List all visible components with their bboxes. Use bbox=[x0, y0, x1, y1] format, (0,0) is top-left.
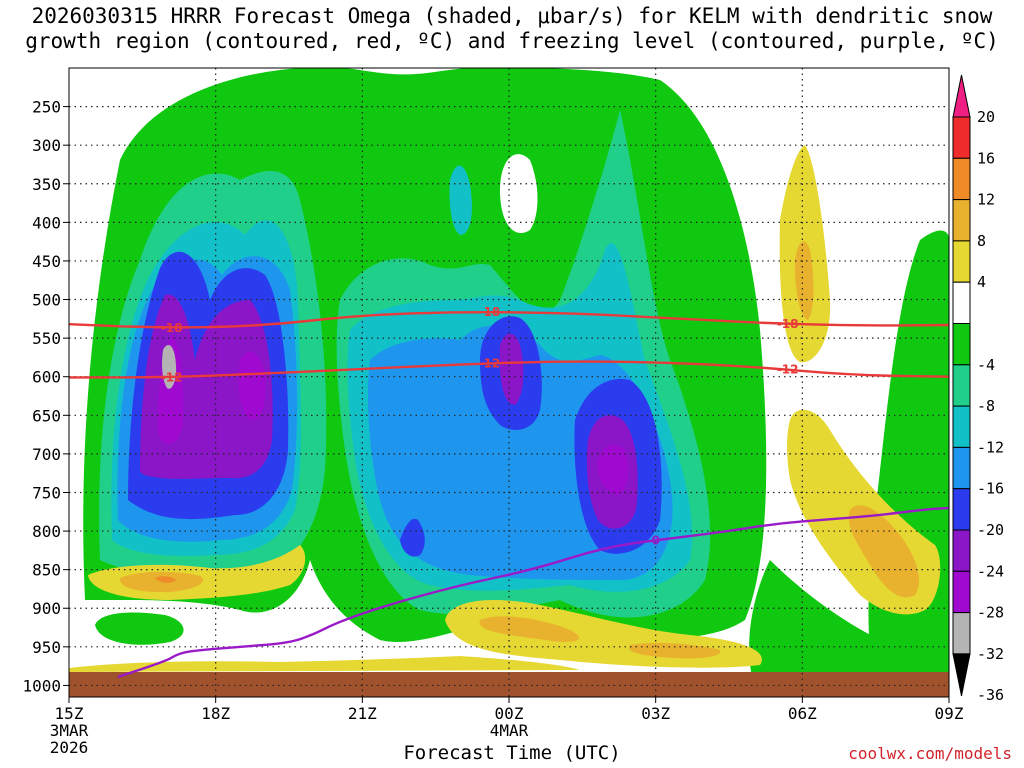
x-tick-sublabel: 2026 bbox=[50, 738, 89, 757]
colorbar-segment bbox=[952, 364, 971, 407]
contour-label: -12 bbox=[777, 363, 799, 377]
omega-fill-cyan-top bbox=[449, 165, 472, 235]
contour-label: -18 bbox=[777, 317, 799, 331]
y-tick-label: 350 bbox=[32, 175, 61, 194]
omega-fill-violet-2 bbox=[238, 351, 266, 420]
colorbar-label: -8 bbox=[977, 397, 995, 415]
y-tick-label: 300 bbox=[32, 136, 61, 155]
omega-fill-green-low-left bbox=[95, 612, 184, 645]
y-tick-label: 450 bbox=[32, 252, 61, 271]
colorbar-label: -28 bbox=[977, 604, 1004, 622]
colorbar-segment bbox=[952, 157, 971, 201]
title-line-1: 2026030315 HRRR Forecast Omega (shaded, … bbox=[31, 4, 993, 28]
colorbar-under-arrow bbox=[952, 653, 971, 696]
colorbar-label: 20 bbox=[977, 108, 995, 126]
x-tick-sublabel: 3MAR bbox=[50, 721, 89, 740]
x-tick-label: 00Z bbox=[495, 704, 524, 723]
y-tick-label: 500 bbox=[32, 291, 61, 310]
colorbar-label: 8 bbox=[977, 232, 986, 250]
grid-lines bbox=[69, 68, 949, 697]
y-tick-label: 800 bbox=[32, 522, 61, 541]
plot-area: -18 -18 -18 -12 -12 -12 0 bbox=[68, 67, 950, 698]
x-tick-label: 15Z bbox=[55, 704, 84, 723]
omega-fill-red-1 bbox=[155, 576, 176, 583]
omega-fill-orange-3 bbox=[848, 505, 920, 598]
y-tick-label: 600 bbox=[32, 368, 61, 387]
colorbar-label: -20 bbox=[977, 521, 1004, 539]
y-axis: 250 300 350 400 450 500 550 600 650 700 750 800 850 9… bbox=[22, 98, 69, 695]
colorbar-label: -36 bbox=[977, 686, 1004, 704]
colorbar-label: 4 bbox=[977, 273, 986, 291]
y-tick-label: 400 bbox=[32, 213, 61, 232]
contour-label: -18 bbox=[161, 321, 183, 335]
contour-label: -18 bbox=[479, 305, 501, 319]
omega-fill-purple-mid bbox=[499, 333, 524, 405]
x-axis-label: Forecast Time (UTC) bbox=[403, 742, 621, 764]
omega-fill-violet-3 bbox=[597, 444, 629, 495]
colorbar-segment bbox=[952, 323, 971, 366]
contour-label: -12 bbox=[161, 370, 183, 384]
colorbar-label: 12 bbox=[977, 191, 995, 209]
colorbar-label: -24 bbox=[977, 562, 1004, 580]
y-tick-label: 700 bbox=[32, 445, 61, 464]
y-tick-label: 900 bbox=[32, 599, 61, 618]
y-tick-label: 1000 bbox=[22, 676, 61, 695]
y-tick-label: 750 bbox=[32, 483, 61, 502]
contour-0 bbox=[117, 506, 950, 679]
omega-fill-orange-2 bbox=[794, 241, 814, 320]
colorbar-segment bbox=[952, 199, 971, 242]
colorbar-label: -32 bbox=[977, 645, 1004, 663]
colorbar-segment bbox=[952, 116, 971, 159]
omega-fill-green-lower bbox=[749, 560, 949, 697]
colorbar-segment bbox=[952, 488, 971, 531]
omega-fill-orange-5 bbox=[629, 642, 721, 659]
colorbar-label: -4 bbox=[977, 356, 995, 374]
contour--18 bbox=[68, 310, 950, 329]
colorbar-segment bbox=[952, 281, 971, 325]
omega-fill-orange-4 bbox=[479, 616, 580, 642]
y-tick-label: 250 bbox=[32, 98, 61, 117]
site-credit: coolwx.com/models bbox=[848, 744, 1012, 763]
x-tick-label: 21Z bbox=[348, 704, 377, 723]
y-tick-label: 850 bbox=[32, 561, 61, 580]
y-tick-label: 650 bbox=[32, 406, 61, 425]
colorbar-over-arrow bbox=[952, 74, 971, 118]
colorbar-segment bbox=[952, 446, 971, 490]
omega-fill-darkblue-small bbox=[400, 518, 425, 557]
x-tick-label: 18Z bbox=[201, 704, 230, 723]
x-tick-label: 06Z bbox=[788, 704, 817, 723]
colorbar: 20 16 12 8 4 -4 -8 -12 -16 -20 -24 -28 -32 -36 bbox=[952, 74, 1004, 704]
x-tick-label: 09Z bbox=[935, 704, 964, 723]
contour--12 bbox=[69, 360, 950, 379]
x-tick-label: 03Z bbox=[641, 704, 670, 723]
y-tick-label: 550 bbox=[32, 329, 61, 348]
omega-fill-yellow-5 bbox=[69, 656, 580, 672]
contour-label: 0 bbox=[651, 533, 659, 547]
omega-shading bbox=[69, 68, 949, 697]
colorbar-label: -16 bbox=[977, 480, 1004, 498]
contour-lines: -18 -18 -18 -12 -12 -12 0 bbox=[68, 305, 950, 679]
x-tick-sublabel: 4MAR bbox=[490, 721, 529, 740]
colorbar-label: 16 bbox=[977, 149, 995, 167]
colorbar-segment bbox=[952, 240, 971, 283]
colorbar-segment bbox=[952, 405, 971, 448]
colorbar-label: -12 bbox=[977, 438, 1004, 456]
colorbar-segment bbox=[952, 529, 971, 572]
colorbar-segment bbox=[952, 612, 971, 655]
chart-title: 2026030315 HRRR Forecast Omega (shaded, … bbox=[0, 4, 1024, 54]
title-line-2: growth region (contoured, red, ºC) and f… bbox=[25, 29, 999, 53]
colorbar-segment bbox=[952, 570, 971, 614]
contour-label: -12 bbox=[479, 356, 501, 370]
y-tick-label: 950 bbox=[32, 638, 61, 657]
